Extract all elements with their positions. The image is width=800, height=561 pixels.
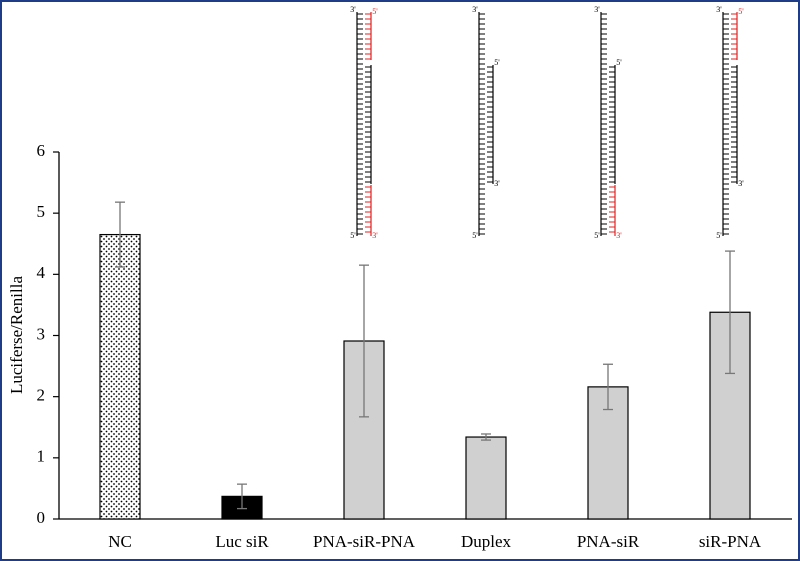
strand-end-label: 3' bbox=[594, 5, 600, 14]
y-tick-label: 2 bbox=[37, 386, 46, 405]
strand-end-label: 5' bbox=[594, 231, 600, 240]
x-tick-label: NC bbox=[108, 532, 132, 551]
y-tick-label: 6 bbox=[37, 141, 46, 160]
strand-end-label: 5' bbox=[738, 7, 744, 16]
error-bar bbox=[481, 433, 491, 441]
strand-end-label: 5' bbox=[350, 231, 356, 240]
y-tick-label: 0 bbox=[37, 508, 46, 527]
error-bar bbox=[603, 363, 613, 411]
strand-end-label: 3' bbox=[494, 179, 500, 188]
strand-end-label: 5' bbox=[372, 7, 378, 16]
strand-end-label: 3' bbox=[472, 5, 478, 14]
strand-end-label: 3' bbox=[616, 231, 622, 240]
x-tick-label: PNA-siR-PNA bbox=[313, 532, 416, 551]
strand-end-label: 3' bbox=[350, 5, 356, 14]
y-tick-label: 4 bbox=[37, 263, 46, 282]
x-tick-label: PNA-siR bbox=[577, 532, 640, 551]
error-bar bbox=[725, 250, 735, 375]
strand-end-label: 5' bbox=[494, 58, 500, 67]
y-tick-label: 3 bbox=[37, 324, 46, 343]
x-tick-label: Luc siR bbox=[215, 532, 269, 551]
y-axis-label: Luciferse/Renilla bbox=[7, 276, 26, 394]
error-bar bbox=[115, 201, 125, 268]
x-tick-label: Duplex bbox=[461, 532, 512, 551]
y-tick-label: 1 bbox=[37, 447, 46, 466]
bar bbox=[99, 233, 141, 520]
strand-end-label: 5' bbox=[472, 231, 478, 240]
bar bbox=[465, 436, 507, 520]
strand-end-label: 3' bbox=[738, 179, 744, 188]
y-tick-label: 5 bbox=[37, 202, 46, 221]
strand-end-label: 3' bbox=[372, 231, 378, 240]
strand-end-label: 5' bbox=[616, 58, 622, 67]
strand-end-label: 5' bbox=[716, 231, 722, 240]
strand-end-label: 3' bbox=[716, 5, 722, 14]
error-bar bbox=[237, 483, 247, 510]
error-bar bbox=[359, 264, 369, 418]
x-tick-label: siR-PNA bbox=[699, 532, 762, 551]
